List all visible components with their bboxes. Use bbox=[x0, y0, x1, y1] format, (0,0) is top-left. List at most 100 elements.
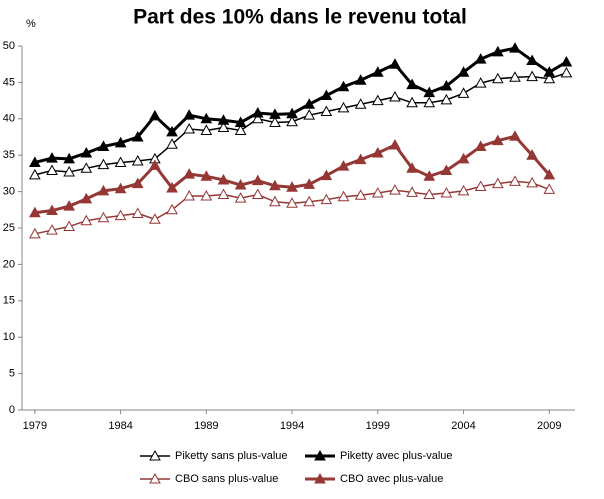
x-tick-label: 1999 bbox=[366, 420, 390, 432]
point-marker bbox=[217, 173, 230, 185]
point-marker bbox=[423, 188, 436, 200]
point-marker bbox=[320, 193, 333, 205]
point-marker bbox=[320, 89, 333, 101]
point-marker bbox=[509, 175, 521, 186]
legend-label: Piketty sans plus-value bbox=[175, 450, 288, 462]
point-marker bbox=[371, 66, 384, 77]
point-marker bbox=[234, 124, 247, 135]
point-marker bbox=[251, 188, 264, 200]
point-marker bbox=[337, 190, 350, 202]
point-marker bbox=[114, 156, 127, 167]
point-marker bbox=[440, 80, 453, 91]
point-marker bbox=[131, 177, 144, 189]
point-marker bbox=[114, 136, 127, 148]
point-marker bbox=[29, 206, 41, 218]
point-marker bbox=[526, 70, 538, 82]
y-tick-label: 45 bbox=[3, 76, 15, 88]
point-marker bbox=[46, 204, 58, 216]
point-marker bbox=[200, 124, 213, 135]
point-marker bbox=[63, 220, 76, 232]
point-marker bbox=[251, 174, 264, 186]
y-tick-label: 0 bbox=[9, 404, 15, 416]
point-marker bbox=[63, 165, 76, 177]
point-marker bbox=[406, 162, 418, 173]
point-marker bbox=[200, 170, 213, 181]
point-marker bbox=[131, 207, 144, 218]
point-marker bbox=[46, 164, 58, 175]
y-axis-label: % bbox=[26, 18, 36, 30]
point-marker bbox=[183, 168, 196, 179]
point-marker bbox=[423, 170, 436, 181]
point-marker bbox=[354, 98, 367, 109]
point-marker bbox=[406, 186, 418, 197]
point-marker bbox=[389, 58, 401, 69]
point-marker bbox=[286, 107, 298, 119]
point-marker bbox=[217, 121, 230, 133]
point-marker bbox=[149, 109, 161, 121]
point-marker bbox=[474, 140, 487, 151]
point-marker bbox=[491, 45, 504, 57]
y-tick-label: 15 bbox=[3, 295, 15, 307]
point-marker bbox=[303, 98, 316, 109]
point-marker bbox=[303, 195, 316, 207]
point-marker bbox=[474, 53, 487, 64]
point-marker bbox=[63, 200, 76, 211]
point-marker bbox=[286, 181, 298, 192]
point-marker bbox=[166, 203, 178, 215]
point-marker bbox=[354, 189, 367, 200]
point-marker bbox=[371, 94, 384, 106]
point-marker bbox=[251, 106, 264, 118]
point-marker bbox=[251, 112, 264, 124]
point-marker bbox=[29, 168, 41, 180]
point-marker bbox=[183, 122, 196, 134]
point-marker bbox=[526, 54, 538, 66]
y-tick-label: 30 bbox=[3, 186, 15, 198]
y-tick-label: 10 bbox=[3, 331, 15, 343]
point-marker bbox=[217, 114, 230, 125]
point-marker bbox=[269, 108, 281, 119]
point-marker bbox=[97, 140, 110, 151]
point-marker bbox=[389, 90, 401, 102]
point-marker bbox=[491, 177, 504, 189]
point-marker bbox=[543, 183, 556, 194]
point-marker bbox=[509, 42, 521, 53]
x-tick-label: 1989 bbox=[194, 420, 218, 432]
point-marker bbox=[526, 176, 538, 188]
point-marker bbox=[543, 66, 556, 77]
point-marker bbox=[269, 195, 281, 207]
point-marker bbox=[80, 192, 93, 204]
point-marker bbox=[389, 138, 401, 150]
point-marker bbox=[234, 179, 247, 190]
point-marker bbox=[491, 134, 504, 146]
point-marker bbox=[131, 154, 144, 166]
point-marker bbox=[371, 187, 384, 198]
point-marker bbox=[457, 152, 470, 164]
point-marker bbox=[423, 96, 436, 108]
legend-marker bbox=[314, 449, 326, 461]
point-marker bbox=[337, 80, 350, 92]
point-marker bbox=[560, 55, 573, 67]
point-marker bbox=[303, 178, 316, 189]
point-marker bbox=[46, 152, 58, 163]
point-marker bbox=[354, 74, 367, 85]
x-tick-label: 1984 bbox=[108, 420, 132, 432]
x-tick-label: 1979 bbox=[23, 420, 47, 432]
point-marker bbox=[286, 115, 298, 127]
point-marker bbox=[457, 66, 470, 77]
point-marker bbox=[166, 125, 178, 137]
point-marker bbox=[406, 78, 418, 90]
point-marker bbox=[114, 182, 127, 194]
point-marker bbox=[80, 214, 93, 226]
point-marker bbox=[406, 96, 418, 108]
point-marker bbox=[543, 72, 556, 84]
point-marker bbox=[389, 184, 401, 195]
point-marker bbox=[166, 138, 178, 149]
point-marker bbox=[491, 72, 504, 84]
point-marker bbox=[149, 159, 161, 170]
point-marker bbox=[131, 130, 144, 142]
x-tick-label: 1994 bbox=[280, 420, 304, 432]
point-marker bbox=[337, 101, 350, 113]
point-marker bbox=[509, 71, 521, 82]
point-marker bbox=[80, 146, 93, 158]
